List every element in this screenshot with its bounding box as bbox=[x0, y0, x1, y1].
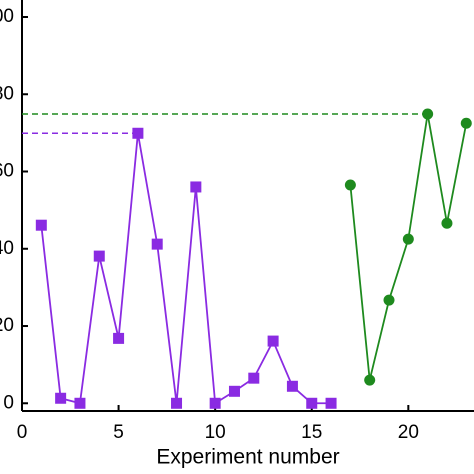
y-tick-label: 100 bbox=[0, 6, 14, 27]
point bbox=[402, 233, 414, 245]
point bbox=[306, 397, 318, 409]
point bbox=[93, 250, 105, 262]
point bbox=[190, 181, 202, 193]
point bbox=[344, 179, 356, 191]
point bbox=[113, 332, 125, 344]
point bbox=[209, 397, 221, 409]
point bbox=[55, 392, 67, 404]
x-tick-label: 5 bbox=[113, 422, 124, 443]
y-tick-label: 80 bbox=[0, 83, 14, 104]
point bbox=[132, 127, 144, 139]
point bbox=[441, 217, 453, 229]
x-tick-label: 20 bbox=[398, 422, 419, 443]
point bbox=[286, 380, 298, 392]
series-line bbox=[40, 133, 332, 405]
point bbox=[364, 374, 376, 386]
y-tick-label: 60 bbox=[0, 161, 14, 182]
x-tick-label: 0 bbox=[17, 422, 28, 443]
x-tick-label: 15 bbox=[301, 422, 322, 443]
point bbox=[151, 238, 163, 250]
y-tick-label: 0 bbox=[3, 392, 14, 413]
series-line bbox=[349, 113, 468, 381]
y-tick-label: 40 bbox=[0, 238, 14, 259]
point bbox=[325, 397, 337, 409]
y-tick-label: 20 bbox=[0, 315, 14, 336]
point bbox=[383, 294, 395, 306]
x-axis-label: Experiment number bbox=[156, 446, 339, 469]
point bbox=[74, 397, 86, 409]
point bbox=[171, 397, 183, 409]
point bbox=[228, 385, 240, 397]
point bbox=[248, 372, 260, 384]
point bbox=[267, 335, 279, 347]
point bbox=[35, 219, 47, 231]
point bbox=[460, 117, 472, 129]
x-tick-label: 10 bbox=[205, 422, 226, 443]
point bbox=[422, 108, 434, 120]
